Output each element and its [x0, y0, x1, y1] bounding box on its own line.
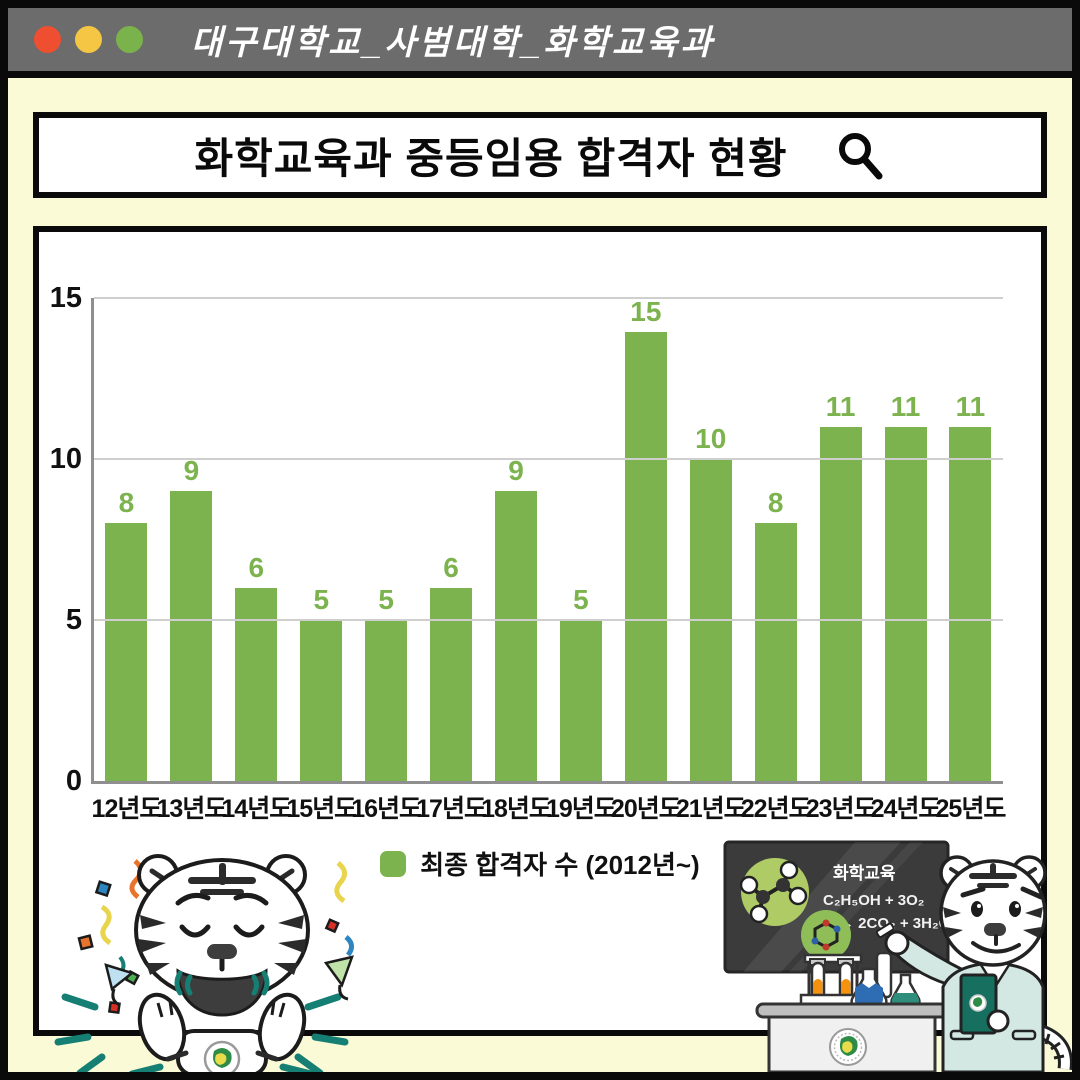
bar-column: 11 24년도	[871, 298, 942, 823]
bar-18년도	[494, 491, 537, 781]
search-icon[interactable]	[835, 130, 885, 180]
x-tick-label: 12년도	[91, 795, 163, 823]
x-tick-label: 24년도	[870, 795, 942, 823]
bar-column: 9 13년도	[156, 298, 227, 823]
tiger-hand	[884, 930, 910, 956]
bar-20년도	[624, 332, 667, 781]
tiger-nose-icon	[207, 944, 237, 959]
bar-value-label: 8	[767, 487, 784, 519]
bar-column: 11 23년도	[806, 298, 877, 823]
x-tick-label: 14년도	[221, 795, 292, 823]
x-tick-label: 17년도	[416, 795, 487, 823]
bar-13년도	[170, 491, 213, 781]
bar-value-label: 5	[573, 584, 589, 616]
x-tick-label: 18년도	[481, 795, 552, 823]
bar-column: 8 12년도	[92, 298, 163, 823]
clap-motion-icon	[174, 970, 270, 996]
bar-column: 10 21년도	[676, 298, 747, 823]
tiger-celebrating-illustration	[54, 854, 354, 1072]
x-tick-label: 25년도	[935, 795, 1007, 823]
bar-column: 6 17년도	[416, 298, 487, 823]
bar-column: 15 20년도	[611, 296, 682, 824]
bar-column: 5 19년도	[546, 298, 617, 823]
lab-glassware-icon	[799, 951, 921, 1008]
page-title: 화학교육과 중등임용 합격자 현황	[194, 134, 788, 182]
bar-value-label: 10	[695, 423, 727, 455]
bar-15년도	[300, 620, 343, 781]
tiger-nose-icon	[984, 923, 1006, 936]
legend-swatch	[380, 850, 407, 877]
y-tick-label: 0	[65, 765, 82, 797]
bar-value-label: 6	[443, 551, 459, 583]
bar-23년도	[819, 426, 862, 781]
bar-chart-series: 8 12년도 9 13년도 6 14년도 5 15년도 5 16년도 6 17년도 9 18년도 5 19년도…	[92, 296, 1007, 824]
tiger-teacher-illustration: 화학교육 C₂H₅OH + 3O₂ → 2CO₂ + 3H₂O	[723, 840, 1072, 1072]
y-tick-label: 15	[49, 282, 82, 314]
gridline-10	[94, 458, 1003, 461]
bar-19년도	[559, 620, 602, 781]
x-tick-label: 16년도	[351, 795, 422, 823]
bar-value-label: 6	[248, 551, 265, 583]
bar-column: 9 18년도	[481, 298, 552, 823]
tiger-head	[939, 859, 1047, 967]
window-title: 대구대학교_사범대학_화학교육과	[191, 24, 715, 62]
window-titlebar: 대구대학교_사범대학_화학교육과	[8, 8, 1072, 78]
bar-value-label: 8	[118, 487, 135, 519]
bar-value-label: 11	[890, 390, 921, 422]
lab-desk	[755, 1002, 949, 1072]
university-badge-icon	[203, 1040, 241, 1072]
bar-value-label: 11	[825, 390, 856, 422]
y-tick-label: 5	[65, 604, 82, 637]
bar-12년도	[105, 523, 148, 781]
bar-value-label: 9	[508, 455, 524, 487]
tiger-stripes	[138, 863, 306, 975]
chalkboard-equation-1: C₂H₅OH + 3O₂	[823, 892, 924, 909]
gridline-15	[94, 297, 1003, 299]
x-tick-label: 23년도	[805, 795, 877, 823]
bar-value-label: 5	[378, 584, 394, 616]
bar-column: 8 22년도	[741, 298, 812, 823]
bar-22년도	[754, 523, 797, 781]
bar-value-label: 9	[183, 455, 200, 487]
bar-column: 5 15년도	[286, 298, 357, 823]
window-dot-green[interactable]	[116, 26, 143, 53]
bar-16년도	[365, 620, 408, 781]
bar-column: 6 14년도	[221, 298, 292, 823]
gridline-5	[94, 619, 1003, 622]
bar-value-label: 11	[955, 390, 986, 422]
window-dot-yellow[interactable]	[75, 26, 102, 53]
confetti-icon	[77, 859, 354, 1015]
chart-legend: 최종 합격자 수 (2012년~)	[39, 845, 1041, 882]
x-tick-label: 19년도	[546, 795, 617, 823]
tiger-hand	[986, 1009, 1010, 1033]
bar-14년도	[235, 587, 278, 781]
molecule-circle-icon	[801, 910, 851, 960]
tiger-teacher	[875, 855, 1072, 1072]
bar-value-label: 15	[630, 296, 662, 327]
bar-25년도	[949, 426, 992, 781]
bar-24년도	[884, 426, 927, 781]
page-title-box: 화학교육과 중등임용 합격자 현황	[33, 112, 1047, 198]
celebration-lines-icon	[54, 993, 349, 1072]
legend-label: 최종 합격자 수 (2012년~)	[420, 850, 700, 880]
bar-chart-plot: 8 12년도 9 13년도 6 14년도 5 15년도 5 16년도 6 17년도 9 18년도 5 19년도…	[50, 283, 1007, 824]
bar-column: 11 25년도	[936, 298, 1007, 823]
chalkboard-title: 화학교육	[833, 864, 896, 883]
tiger-mouth	[176, 968, 268, 1017]
window-dot-red[interactable]	[34, 26, 61, 53]
y-tick-label: 10	[49, 443, 82, 476]
x-tick-label: 21년도	[675, 795, 747, 823]
x-tick-label: 13년도	[156, 795, 227, 823]
chalkboard-equation-2: → 2CO₂ + 3H₂O	[839, 915, 951, 932]
x-tick-label: 15년도	[286, 795, 357, 823]
bar-17년도	[430, 587, 473, 781]
bar-column: 5 16년도	[351, 298, 422, 823]
tiger-paws	[137, 992, 307, 1062]
x-tick-label: 20년도	[610, 795, 682, 823]
bar-value-label: 5	[313, 584, 330, 616]
chalk-icon	[875, 922, 895, 939]
x-tick-label: 22년도	[740, 795, 812, 823]
